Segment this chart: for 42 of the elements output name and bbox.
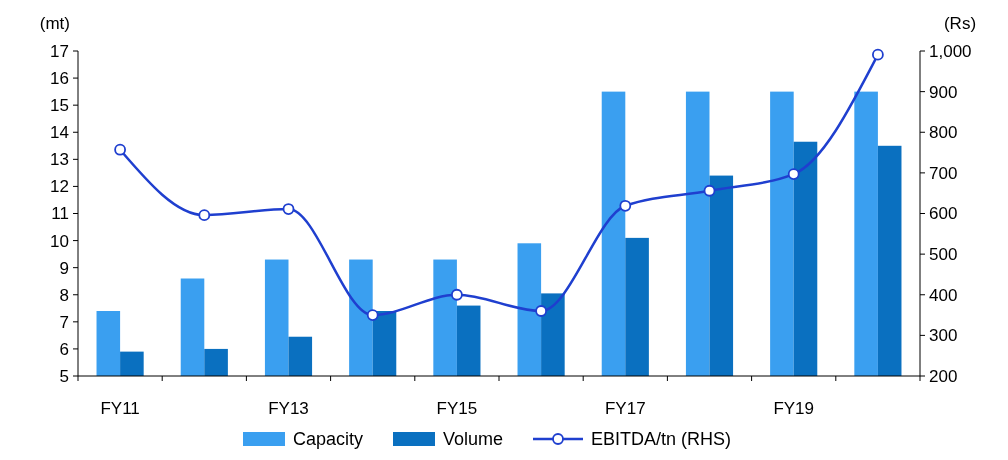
y-tick-label: 13: [50, 150, 69, 170]
y-tick-label: 17: [50, 41, 69, 61]
legend-label: EBITDA/tn (RHS): [591, 429, 732, 450]
y-tick-label: 15: [50, 96, 69, 116]
y-tick-label: 8: [59, 285, 69, 305]
x-tick-label: FY11: [100, 399, 140, 418]
x-tick-label: FY13: [268, 399, 309, 418]
y2-tick-label: 800: [929, 123, 958, 143]
x-tick-label: FY17: [604, 399, 646, 418]
y2-tick-label: 300: [929, 326, 958, 346]
legend-label: Capacity: [293, 429, 364, 450]
point: [198, 209, 211, 222]
point: [282, 203, 295, 215]
point: [703, 184, 716, 197]
y-tick-label: 10: [50, 231, 69, 251]
y2-tick-label: 600: [929, 204, 958, 224]
x-tick-label: FY19: [773, 399, 815, 418]
y2-axis-title: (Rs): [943, 14, 977, 33]
y2-tick-label: 500: [929, 245, 958, 265]
point: [619, 199, 632, 212]
point: [114, 143, 126, 156]
legend-label: Volume: [443, 429, 504, 450]
y-tick-label: 16: [50, 69, 69, 89]
y-tick-label: 12: [50, 177, 69, 197]
y2-tick-label: 1,000: [929, 41, 972, 61]
x-tick-label: FY15: [436, 399, 478, 418]
y-tick-label: 7: [59, 312, 69, 332]
y-tick-label: 6: [59, 339, 69, 359]
point: [366, 309, 379, 321]
y2-tick-label: 700: [929, 163, 958, 183]
y2-tick-label: 400: [929, 285, 958, 305]
y-axis-title: (mt): [39, 14, 70, 33]
point: [535, 305, 547, 317]
point: [787, 168, 800, 180]
y2-tick-label: 900: [929, 82, 958, 102]
point: [451, 288, 463, 301]
y-tick-label: 5: [59, 366, 69, 386]
point: [872, 48, 884, 61]
y-tick-label: 9: [59, 258, 69, 278]
y-tick-label: 14: [50, 123, 69, 143]
y-tick-label: 11: [51, 204, 69, 224]
y2-tick-label: 200: [929, 366, 958, 386]
